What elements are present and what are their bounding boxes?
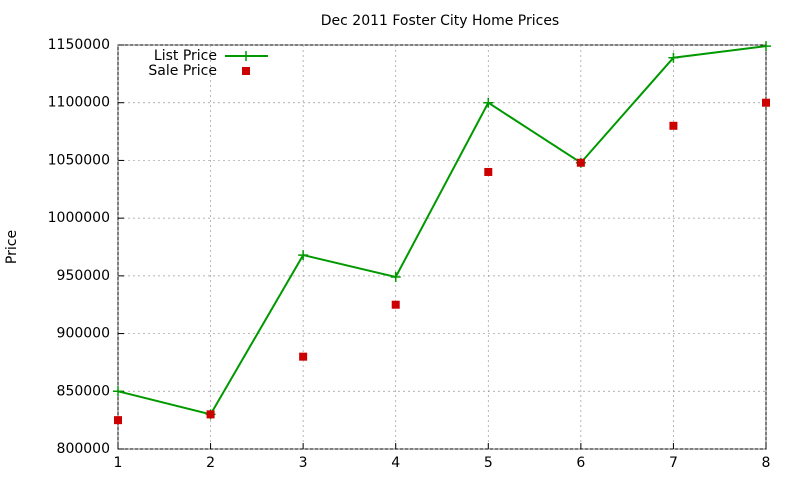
legend-label: Sale Price	[148, 63, 217, 79]
y-tick-label: 1000000	[48, 210, 110, 226]
y-tick-label: 800000	[57, 441, 110, 457]
y-tick-label: 850000	[57, 383, 110, 399]
point-marker	[298, 250, 309, 261]
y-tick-label: 1150000	[48, 37, 110, 53]
line-series	[117, 45, 767, 416]
y-tick-label: 900000	[57, 326, 110, 342]
y-tick-label: 1050000	[48, 152, 110, 168]
point-marker	[576, 158, 585, 167]
y-tick-label: 1100000	[48, 95, 110, 111]
x-tick-label: 2	[206, 455, 215, 471]
y-axis-label: Price	[4, 230, 20, 264]
legend-label: List Price	[154, 48, 217, 64]
point-marker	[299, 352, 308, 361]
point-marker	[762, 98, 770, 107]
point-marker	[391, 300, 400, 309]
point-marker	[669, 121, 678, 130]
plot-frame	[117, 44, 767, 450]
point-marker	[761, 41, 771, 52]
point-marker	[483, 97, 494, 108]
point-marker	[113, 386, 123, 397]
point-marker	[668, 52, 679, 63]
x-tick-label: 4	[391, 455, 400, 471]
x-tick-label: 3	[299, 455, 308, 471]
x-tick-label: 7	[669, 455, 678, 471]
point-marker	[484, 167, 493, 176]
y-tick-label: 950000	[57, 268, 110, 284]
x-tick-label: 1	[114, 455, 123, 471]
x-tick-label: 5	[484, 455, 493, 471]
x-tick-label: 8	[762, 455, 771, 471]
chart-title: Dec 2011 Foster City Home Prices	[321, 13, 559, 29]
x-tick-label: 6	[576, 455, 585, 471]
point-marker	[114, 416, 122, 425]
legend-swatch	[241, 51, 251, 61]
point-marker	[206, 410, 215, 419]
point-marker	[390, 272, 401, 283]
legend-swatch	[242, 67, 250, 75]
